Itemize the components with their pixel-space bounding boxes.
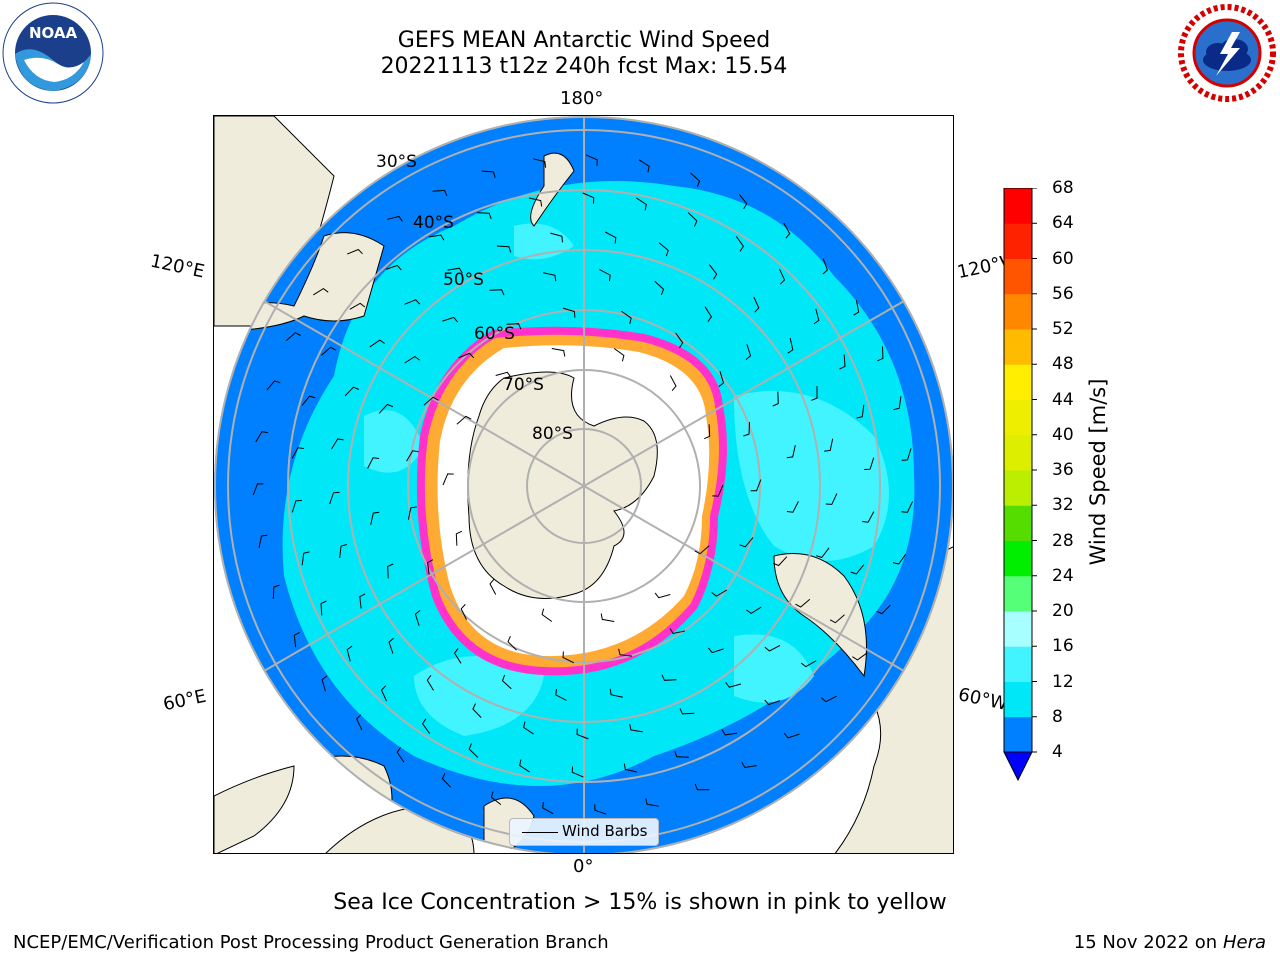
map-legend: Wind Barbs bbox=[509, 818, 659, 846]
colorbar-bin bbox=[1004, 399, 1032, 436]
lat-label-30s: 30°S bbox=[376, 152, 417, 172]
lat-label-60s: 60°S bbox=[474, 324, 515, 344]
colorbar-bin bbox=[1004, 681, 1032, 718]
colorbar-bin bbox=[1004, 470, 1032, 506]
footer-date: 15 Nov 2022 on Hera bbox=[1074, 932, 1266, 953]
lat-label-50s: 50°S bbox=[443, 270, 484, 290]
colorbar-bin bbox=[1004, 364, 1032, 400]
colorbar-tick-label: 12 bbox=[1052, 671, 1074, 692]
noaa-logo: NOAA bbox=[2, 2, 104, 104]
legend-line-swatch bbox=[522, 832, 558, 833]
colorbar-tick-label: 24 bbox=[1052, 565, 1074, 586]
lon-label-180: 180° bbox=[560, 88, 604, 109]
colorbar-tick-label: 60 bbox=[1052, 248, 1074, 269]
map-frame[interactable] bbox=[213, 115, 954, 854]
colorbar-bin bbox=[1004, 575, 1032, 612]
lat-label-40s: 40°S bbox=[413, 213, 454, 233]
colorbar-bin bbox=[1004, 540, 1032, 577]
colorbar-tick-label: 8 bbox=[1052, 706, 1063, 727]
lon-label-120e: 120°E bbox=[148, 250, 207, 283]
colorbar-label: Wind Speed [m/s] bbox=[1086, 378, 1110, 566]
lat-label-70s: 70°S bbox=[503, 375, 544, 395]
colorbar-tick-label: 68 bbox=[1052, 178, 1074, 198]
chart-subtitle: 20221113 t12z 240h fcst Max: 15.54 bbox=[380, 54, 788, 79]
lon-label-60e: 60°E bbox=[161, 685, 208, 716]
colorbar-extend-triangle bbox=[1003, 751, 1033, 782]
colorbar-bin bbox=[1004, 434, 1032, 471]
colorbar-tick-label: 16 bbox=[1052, 636, 1074, 657]
sea-ice-note: Sea Ice Concentration > 15% is shown in … bbox=[333, 890, 947, 915]
colorbar-tick-label: 40 bbox=[1052, 424, 1074, 445]
legend-label: Wind Barbs bbox=[562, 822, 648, 840]
colorbar-bin bbox=[1004, 505, 1032, 541]
chart-title: GEFS MEAN Antarctic Wind Speed bbox=[397, 28, 771, 53]
colorbar-tick-label: 56 bbox=[1052, 283, 1074, 304]
colorbar bbox=[1003, 188, 1037, 782]
colorbar-tick-label: 4 bbox=[1052, 742, 1063, 762]
footer-host: Hera bbox=[1222, 932, 1266, 953]
svg-text:NOAA: NOAA bbox=[29, 24, 78, 42]
lon-label-0: 0° bbox=[573, 856, 594, 877]
colorbar-bin bbox=[1004, 293, 1032, 330]
colorbar-tick-label: 48 bbox=[1052, 354, 1074, 375]
colorbar-bin bbox=[1004, 611, 1032, 647]
colorbar-bin bbox=[1004, 646, 1032, 682]
colorbar-tick-label: 36 bbox=[1052, 460, 1074, 480]
colorbar-tick-label: 28 bbox=[1052, 530, 1074, 551]
footer-date-text: 15 Nov 2022 on bbox=[1073, 932, 1218, 953]
colorbar-tick-label: 20 bbox=[1052, 601, 1074, 621]
lat-label-80s: 80°S bbox=[532, 424, 573, 444]
nws-logo bbox=[1178, 4, 1276, 102]
colorbar-bin bbox=[1004, 329, 1032, 365]
colorbar-bin bbox=[1004, 188, 1032, 224]
colorbar-bin bbox=[1004, 223, 1032, 259]
colorbar-tick-label: 52 bbox=[1052, 319, 1074, 339]
polar-map[interactable] bbox=[214, 116, 954, 854]
colorbar-tick-label: 32 bbox=[1052, 495, 1074, 516]
colorbar-tick-label: 64 bbox=[1052, 213, 1074, 234]
colorbar-tick-label: 44 bbox=[1052, 389, 1074, 410]
colorbar-bin bbox=[1004, 716, 1032, 753]
footer-branch: NCEP/EMC/Verification Post Processing Pr… bbox=[13, 932, 609, 953]
colorbar-bin bbox=[1004, 258, 1032, 295]
